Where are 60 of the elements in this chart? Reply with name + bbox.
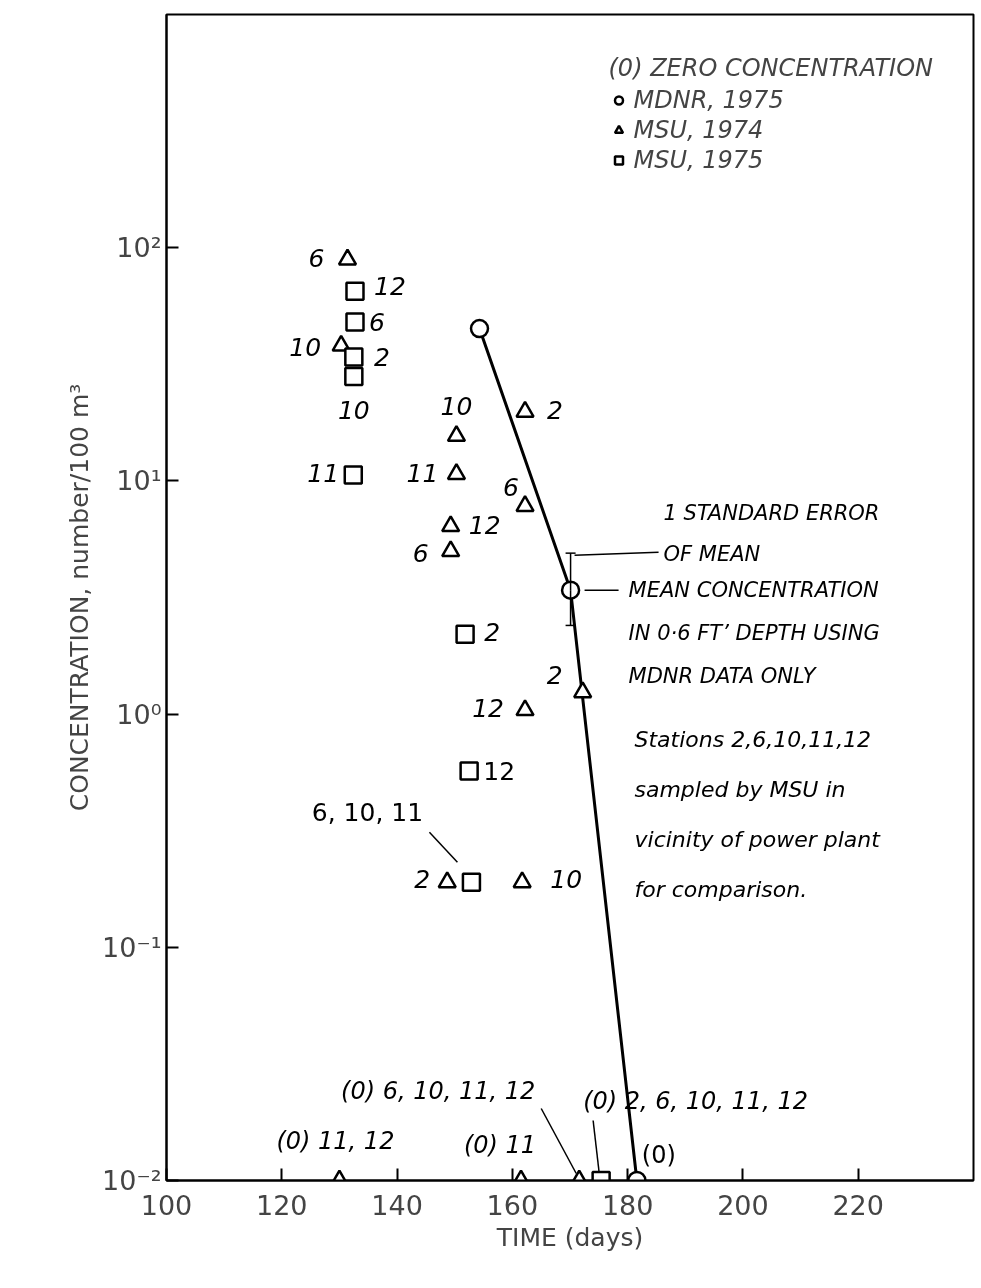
annotation: 2: [373, 342, 390, 372]
annotation: 6: [412, 539, 429, 569]
annotation: 12: [483, 757, 516, 787]
point: [345, 312, 365, 332]
annotation: 1 STANDARD ERROR OF MEAN: [663, 500, 880, 566]
annotation: (0): [641, 1140, 676, 1169]
point: [344, 347, 364, 367]
x-tick-label: 180: [601, 1189, 654, 1221]
y-tick-label: 10⁰: [116, 698, 162, 730]
point: [344, 366, 364, 387]
point: [515, 699, 535, 717]
annotation: 12: [468, 511, 501, 541]
x-tick-label: 220: [832, 1189, 884, 1221]
annotation: 6: [369, 308, 385, 338]
x-tick-label: 160: [486, 1189, 539, 1221]
x-tick-label: 200: [717, 1189, 769, 1221]
annotation: (0) 6, 10, 11, 12: [341, 1076, 536, 1105]
x-axis-title: TIME (days): [495, 1222, 644, 1252]
annotation: 2: [484, 618, 501, 648]
y-axis-title: CONCENTRATION, number/100 m³: [65, 383, 95, 812]
point: [455, 624, 475, 644]
annotation: 12: [472, 694, 504, 724]
y-tick-label: 10¹: [116, 465, 162, 497]
annotation: 10: [440, 391, 473, 421]
point: [515, 495, 535, 513]
point: [469, 318, 490, 339]
annotation: 10: [289, 332, 322, 362]
annotation: (0) 11, 12: [276, 1126, 395, 1155]
point: [446, 462, 467, 481]
annotation: 10: [337, 395, 370, 425]
point: [446, 424, 467, 443]
y-tick-label: 10⁻¹: [102, 931, 162, 963]
point: [440, 540, 461, 558]
point: [437, 871, 457, 889]
point: [345, 281, 365, 302]
legend-label: MSU, 1974: [633, 116, 764, 144]
annotation: 2: [547, 395, 563, 425]
annotation: 2: [546, 661, 563, 691]
annotation: 11: [406, 459, 439, 489]
legend-title: (0) ZERO CONCENTRATION: [608, 54, 933, 82]
x-tick-label: 120: [256, 1189, 308, 1221]
annotation: (0) 11: [463, 1130, 537, 1159]
annotation: MEAN CONCENTRATION IN 0·6 FT’ DEPTH USING MDNR DATA ONLY: [628, 577, 880, 689]
y-tick-label: 10²: [116, 232, 162, 264]
point: [512, 871, 532, 889]
annotation: Stations 2,6,10,11,12 sampled by MSU in vicinity of power plant for comparison.: [634, 727, 882, 902]
x-tick-label: 140: [371, 1189, 423, 1221]
annotation: 11: [307, 459, 340, 488]
point: [440, 515, 461, 533]
point: [560, 580, 581, 600]
legend-label: MSU, 1975: [633, 146, 764, 174]
annotation: 2: [414, 865, 431, 895]
annotation: 10: [550, 865, 583, 895]
annotation: 6: [308, 243, 325, 273]
legend-label: MDNR, 1975: [633, 86, 784, 114]
annotation: 12: [374, 272, 406, 302]
annotation: 6: [503, 473, 519, 503]
point: [572, 681, 593, 699]
point: [343, 465, 364, 485]
annotation: 6, 10, 11: [311, 797, 424, 827]
